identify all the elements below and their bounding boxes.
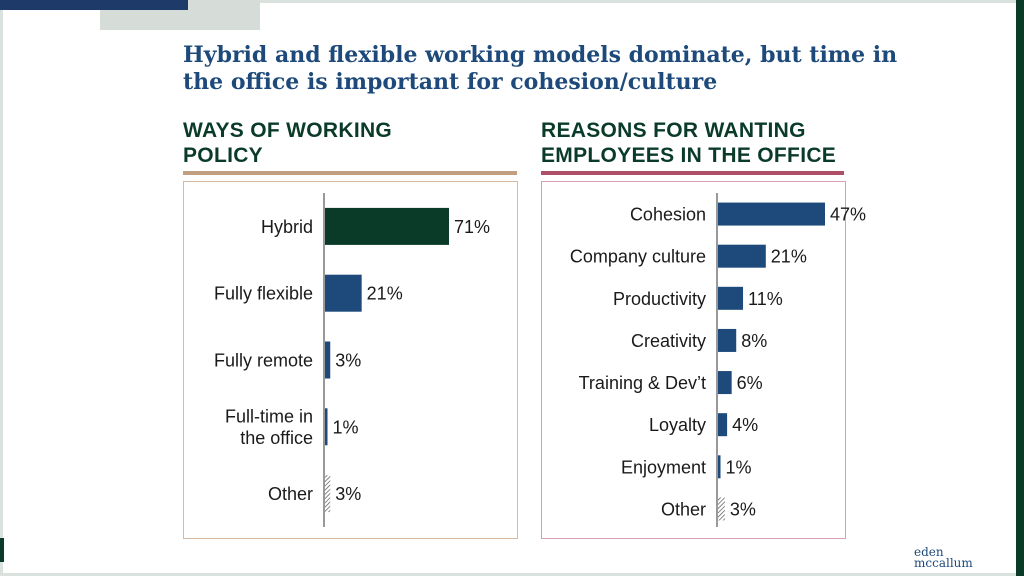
right-chart-panel: [541, 181, 846, 539]
right-chart-value-label: 47%: [830, 205, 866, 225]
left-chart-category-label: Other: [268, 484, 313, 504]
right-chart-bar: [718, 244, 766, 268]
logo-line-2: mccallum: [914, 556, 973, 570]
right-chart-category-label: Enjoyment: [621, 457, 706, 477]
right-chart-category-label: Company culture: [570, 247, 706, 267]
left-chart-category-label: Hybrid: [261, 217, 313, 237]
left-chart-value-label: 21%: [367, 284, 403, 304]
left-chart-value-label: 71%: [454, 217, 490, 237]
right-chart-value-label: 1%: [726, 457, 752, 477]
right-chart-bar: [718, 455, 721, 479]
slide-title: Hybrid and flexible working models domin…: [183, 42, 898, 95]
left-chart-category-label: Full-time in the office: [225, 406, 313, 448]
right-chart-value-label: 11%: [748, 289, 783, 309]
right-chart-title: REASONS FOR WANTING EMPLOYEES IN THE OFF…: [541, 119, 837, 167]
left-chart-title: WAYS OF WORKING POLICY: [183, 119, 393, 167]
right-chart-value-label: 4%: [732, 415, 758, 435]
left-chart-category-label: Fully remote: [214, 350, 313, 370]
right-chart-category-label: Creativity: [631, 331, 706, 351]
right-title-rule: [541, 171, 844, 175]
right-chart-bar: [718, 328, 737, 352]
right-chart-value-label: 21%: [771, 247, 807, 267]
right-chart-bar: [718, 202, 825, 226]
right-chart-category-label: Other: [661, 499, 706, 519]
left-chart-bar: [325, 408, 328, 446]
left-chart-panel: [183, 181, 518, 539]
left-edge-tick: [0, 538, 4, 562]
left-chart-bar: [325, 475, 331, 513]
eden-mccallum-logo: eden mccallum: [914, 545, 973, 570]
logo-line-1: eden: [914, 545, 944, 559]
header-decoration-navy: [0, 0, 188, 10]
left-chart-value-label: 3%: [335, 350, 361, 370]
left-chart-bar: [325, 207, 449, 245]
left-chart-value-label: 3%: [335, 484, 361, 504]
left-chart-bars: Hybrid 71% Fully flexible 21% Fully remote 3%…: [214, 207, 490, 513]
right-chart-category-label: Loyalty: [649, 415, 706, 435]
right-chart-bar: [718, 413, 728, 437]
right-chart-value-label: 8%: [741, 331, 767, 351]
right-edge-bar: [1016, 0, 1024, 576]
right-chart-value-label: 6%: [737, 373, 763, 393]
left-chart-value-label: 1%: [333, 417, 359, 437]
left-title-rule: [183, 171, 517, 175]
left-chart-category-label: Fully flexible: [214, 284, 313, 304]
right-chart-category-label: Training & Dev’t: [579, 373, 706, 393]
right-chart-bars: Cohesion 47% Company culture 21% Productivit…: [570, 202, 866, 521]
right-chart-bar: [718, 497, 725, 521]
right-chart-category-label: Productivity: [613, 289, 706, 309]
right-chart-value-label: 3%: [730, 499, 756, 519]
right-chart-category-label: Cohesion: [630, 205, 706, 225]
right-chart-bar: [718, 286, 744, 310]
left-chart-bar: [325, 274, 362, 312]
left-chart-bar: [325, 341, 331, 379]
right-chart-bar: [718, 371, 732, 395]
